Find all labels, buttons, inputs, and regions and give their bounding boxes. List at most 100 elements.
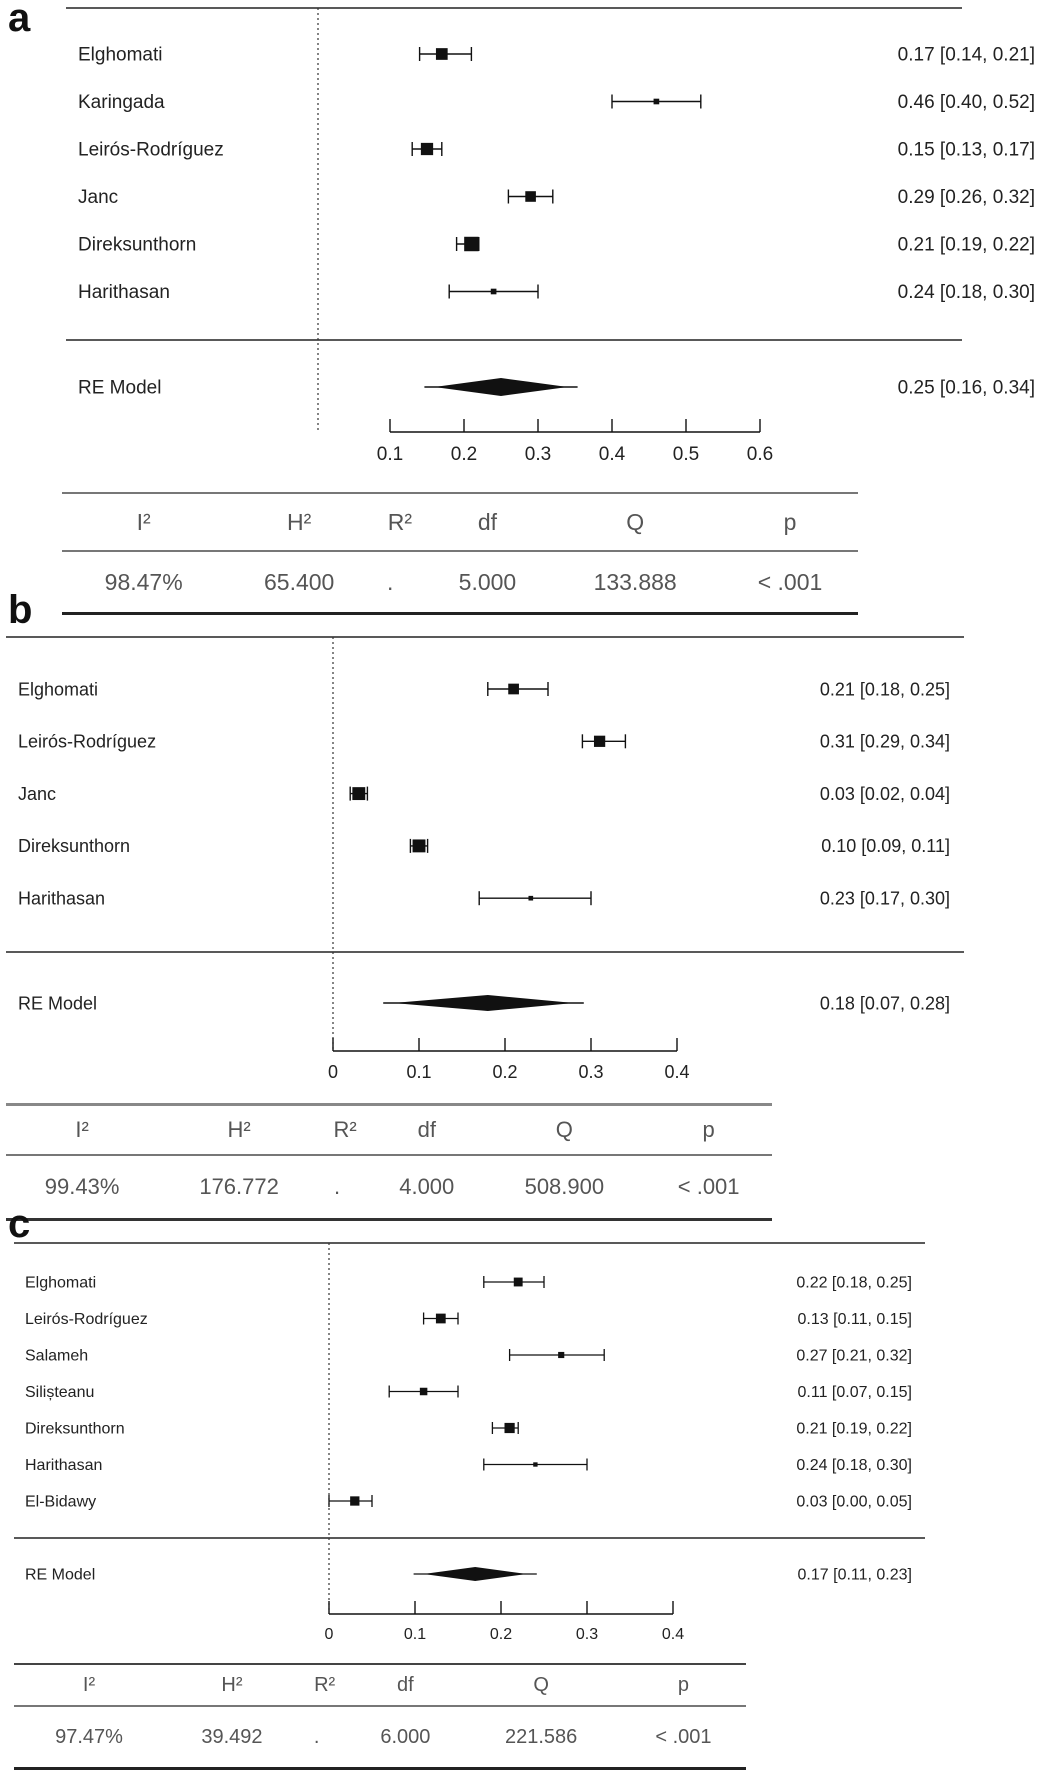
x-tick-label: 0 [325, 1626, 334, 1643]
forest-plot-c: Elghomati 0.22 [0.18, 0.25] Leirós-Rodrígu… [14, 1242, 925, 1643]
study-name: Harithasan [25, 1457, 102, 1474]
stat-value-df: 6.000 [380, 1725, 431, 1748]
stat-header-r2: R² [320, 1104, 371, 1156]
point-estimate-square [508, 683, 519, 695]
effect-label: 0.21 [0.18, 0.25] [820, 679, 950, 699]
study-name: Karingada [78, 92, 165, 113]
point-estimate-square [525, 191, 536, 202]
effect-label: 0.31 [0.29, 0.34] [820, 732, 950, 752]
study-name: Direksunthorn [78, 235, 196, 256]
effect-label: 0.10 [0.09, 0.11] [821, 836, 950, 856]
summary-name: RE Model [25, 1567, 95, 1584]
effect-label: 0.15 [0.13, 0.17] [898, 140, 1035, 161]
stat-header-q: Q [483, 1104, 646, 1156]
effect-label: 0.21 [0.19, 0.22] [898, 235, 1035, 256]
study-name: Leirós-Rodríguez [78, 140, 224, 161]
heterogeneity-table: I² H² R² df Q p 98.47% 65.400 . 5.000 13… [62, 492, 858, 615]
summary-name: RE Model [78, 378, 161, 399]
point-estimate-square [653, 98, 660, 105]
stat-header-r2: R² [373, 493, 427, 552]
stat-value-r2: . [313, 1725, 320, 1748]
effect-label: 0.23 [0.17, 0.30] [820, 889, 950, 909]
summary-label: 0.25 [0.16, 0.34] [898, 378, 1035, 399]
stat-header-p: p [620, 1664, 746, 1707]
point-estimate-square [435, 48, 448, 60]
stat-header-p: p [645, 1104, 772, 1156]
point-estimate-square [435, 1313, 446, 1324]
x-tick-label: 0 [328, 1062, 338, 1082]
effect-label: 0.13 [0.11, 0.15] [798, 1311, 912, 1328]
x-tick-label: 0.3 [578, 1062, 603, 1082]
stat-value-q: 221.586 [505, 1725, 578, 1748]
summary-diamond [434, 378, 568, 396]
point-estimate-square [490, 288, 497, 295]
x-tick-label: 0.6 [747, 444, 773, 465]
stats-value-row: 98.47% 65.400 . 5.000 133.888 < .001 [62, 551, 858, 614]
summary-diamond [393, 995, 574, 1011]
stat-value-h2: 176.772 [199, 1174, 279, 1199]
effect-label: 0.27 [0.21, 0.32] [796, 1348, 912, 1365]
x-tick-label: 0.3 [576, 1626, 598, 1643]
stat-header-h2: H² [225, 493, 374, 552]
stats-header-row: I² H² R² df Q p [6, 1104, 772, 1156]
x-tick-label: 0.1 [377, 444, 403, 465]
point-estimate-square [464, 236, 479, 252]
stat-header-p: p [722, 493, 858, 552]
forest-plot-b: Elghomati 0.21 [0.18, 0.25] Leirós-Rodrígu… [6, 636, 964, 1082]
point-estimate-square [593, 735, 606, 747]
x-tick-label: 0.5 [673, 444, 699, 465]
stat-value-p: < .001 [677, 1174, 740, 1199]
point-estimate-square [352, 787, 366, 801]
forest-plot-a: Elghomati 0.17 [0.14, 0.21] Karingada 0.46 … [66, 7, 1035, 465]
stat-header-r2: R² [299, 1664, 350, 1707]
stat-value-df: 5.000 [458, 568, 517, 595]
effect-label: 0.03 [0.02, 0.04] [820, 784, 950, 804]
point-estimate-square [528, 895, 534, 901]
study-name: Janc [78, 187, 118, 208]
study-name: Harithasan [78, 282, 170, 303]
summary-name: RE Model [18, 993, 97, 1013]
summary-label: 0.17 [0.11, 0.23] [798, 1567, 912, 1584]
x-tick-label: 0.4 [599, 444, 626, 465]
study-name: Direksunthorn [18, 836, 130, 856]
stat-value-i2: 98.47% [104, 568, 183, 595]
study-name: Leirós-Rodríguez [18, 732, 156, 752]
heterogeneity-table: I² H² R² df Q p 99.43% 176.772 . 4.000 5… [6, 1103, 772, 1221]
point-estimate-square [420, 142, 434, 156]
stats-header-row: I² H² R² df Q p [62, 493, 858, 552]
study-name: Janc [18, 784, 56, 804]
effect-label: 0.24 [0.18, 0.30] [898, 282, 1035, 303]
effect-label: 0.29 [0.26, 0.32] [898, 187, 1035, 208]
study-name: Elghomati [18, 679, 98, 699]
effect-label: 0.11 [0.07, 0.15] [798, 1384, 912, 1401]
stat-header-q: Q [548, 493, 723, 552]
point-estimate-square [504, 1422, 515, 1434]
stat-header-i2: I² [62, 493, 226, 552]
heterogeneity-table: I² H² R² df Q p 97.47% 39.492 . 6.000 22… [14, 1663, 746, 1770]
stat-header-i2: I² [6, 1104, 159, 1156]
point-estimate-square [558, 1351, 565, 1359]
stat-value-h2: 39.492 [201, 1725, 263, 1748]
effect-label: 0.03 [0.00, 0.05] [796, 1494, 912, 1511]
stat-header-df: df [370, 1104, 484, 1156]
summary-label: 0.18 [0.07, 0.28] [820, 993, 950, 1013]
x-tick-label: 0.2 [492, 1062, 517, 1082]
point-estimate-square [419, 1387, 428, 1396]
effect-label: 0.21 [0.19, 0.22] [796, 1421, 912, 1438]
effect-label: 0.24 [0.18, 0.30] [796, 1457, 912, 1474]
stat-value-q: 133.888 [593, 568, 677, 595]
x-tick-label: 0.1 [406, 1062, 431, 1082]
x-tick-label: 0.2 [451, 444, 477, 465]
x-tick-label: 0.2 [490, 1626, 512, 1643]
point-estimate-square [350, 1496, 360, 1506]
effect-label: 0.22 [0.18, 0.25] [796, 1275, 912, 1292]
stat-header-i2: I² [14, 1664, 165, 1707]
x-tick-label: 0.3 [525, 444, 551, 465]
study-name: Direksunthorn [25, 1421, 125, 1438]
summary-diamond [423, 1567, 527, 1581]
point-estimate-square [533, 1462, 538, 1467]
study-name: Salameh [25, 1348, 88, 1365]
forest-panel-c: c Elghomati 0.22 [0.18, 0.25] Leirós-Rodrí… [0, 1204, 1053, 1770]
stat-value-r2: . [334, 1174, 341, 1199]
study-name: Leirós-Rodríguez [25, 1311, 148, 1328]
